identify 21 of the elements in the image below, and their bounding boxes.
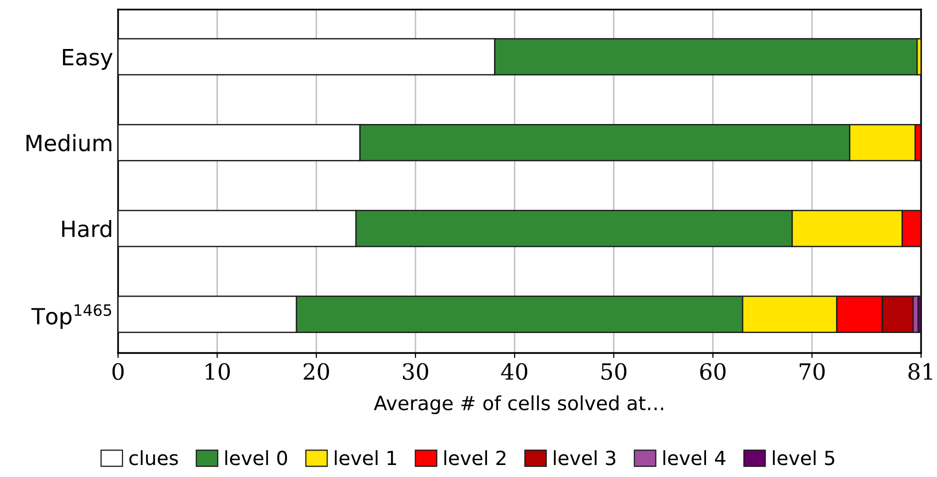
legend-label: level 1 bbox=[334, 450, 396, 466]
legend-label: level 2 bbox=[444, 450, 506, 466]
y-tick-label: Easy bbox=[62, 49, 113, 70]
legend-label: level 4 bbox=[663, 450, 726, 466]
legend-label: level 0 bbox=[225, 450, 288, 466]
x-tick-label: 0 bbox=[112, 363, 124, 380]
legend-label: clues bbox=[129, 450, 178, 466]
y-tick-label: Hard bbox=[62, 220, 112, 238]
x-tick-label: 30 bbox=[403, 363, 428, 380]
x-tick-label: 40 bbox=[501, 363, 528, 380]
x-axis-title: Average # of cells solved at… bbox=[374, 395, 664, 414]
x-tick-label: 60 bbox=[700, 363, 726, 380]
y-tick-label: Top$^{1465}$ bbox=[31, 304, 112, 329]
x-tick-label: 20 bbox=[304, 363, 329, 380]
x-tick-label: 70 bbox=[800, 363, 825, 380]
y-tick-label: Medium bbox=[26, 134, 112, 152]
x-tick-label: 10 bbox=[206, 363, 230, 380]
x-tick-label: 81 bbox=[908, 363, 932, 380]
x-tick-label: 50 bbox=[601, 363, 626, 380]
legend-label: level 3 bbox=[554, 450, 616, 466]
legend-label: level 5 bbox=[772, 450, 834, 466]
